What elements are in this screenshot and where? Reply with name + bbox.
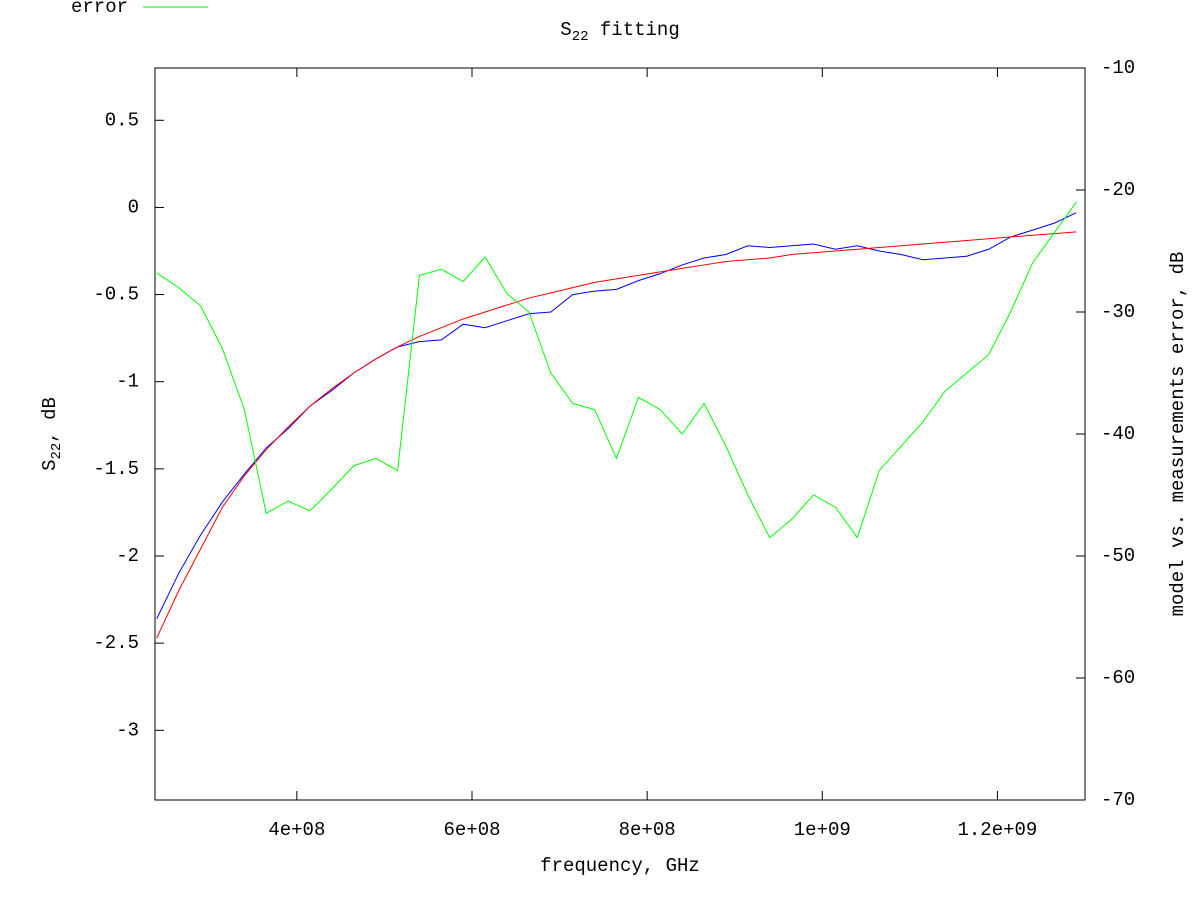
ylabel-base: S bbox=[39, 460, 61, 471]
y2-tick-label: -70 bbox=[1101, 789, 1135, 811]
x-tick-label: 1e+09 bbox=[794, 819, 851, 841]
series-line bbox=[156, 212, 1077, 619]
y2-tick-label: -30 bbox=[1101, 301, 1135, 323]
legend-label: error bbox=[71, 0, 128, 18]
x-tick-label: 1.2e+09 bbox=[958, 819, 1038, 841]
y-tick-label: -3 bbox=[116, 719, 139, 741]
y-tick-label: -2.5 bbox=[93, 632, 139, 654]
y-tick-label: -0.5 bbox=[93, 284, 139, 306]
y2-tick-label: -40 bbox=[1101, 423, 1135, 445]
x-tick-label: 4e+08 bbox=[268, 819, 325, 841]
ylabel-rest: , dB bbox=[39, 397, 61, 443]
y2-tick-label: -10 bbox=[1101, 57, 1135, 79]
title-rest: fitting bbox=[589, 19, 680, 41]
x-tick-label: 6e+08 bbox=[443, 819, 500, 841]
x-axis-label: frequency, GHz bbox=[540, 855, 700, 877]
y2-axis-label: model vs. measurements error, dB bbox=[1167, 252, 1189, 617]
y2-tick-label: -60 bbox=[1101, 667, 1135, 689]
y-tick-label: 0 bbox=[128, 196, 139, 218]
ylabel-sub: 22 bbox=[49, 443, 65, 460]
y-tick-label: -2 bbox=[116, 545, 139, 567]
y2-tick-label: -20 bbox=[1101, 179, 1135, 201]
x-tick-label: 8e+08 bbox=[619, 819, 676, 841]
y-tick-label: 0.5 bbox=[105, 109, 139, 131]
series-line bbox=[156, 231, 1077, 639]
title-base: S bbox=[560, 19, 571, 41]
y2-tick-label: -50 bbox=[1101, 545, 1135, 567]
y-tick-label: -1.5 bbox=[93, 458, 139, 480]
y-axis-label: S22, dB bbox=[39, 397, 65, 471]
title-sub: 22 bbox=[572, 29, 589, 45]
plot-frame bbox=[154, 67, 1086, 801]
series-line bbox=[156, 201, 1077, 539]
y-tick-label: -1 bbox=[116, 371, 139, 393]
chart-title: S22 fitting bbox=[560, 19, 679, 45]
